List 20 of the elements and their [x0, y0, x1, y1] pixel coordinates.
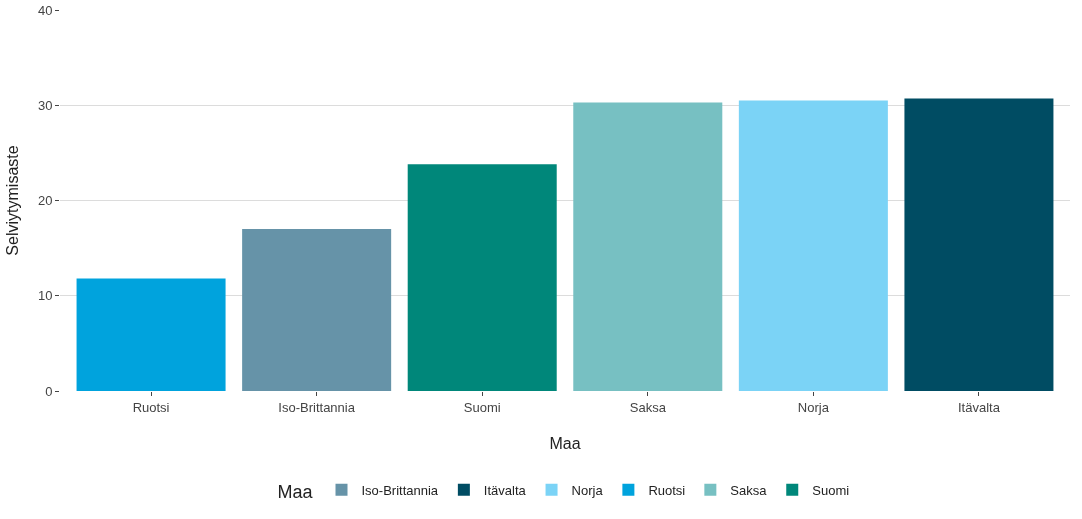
- x-tick-label: Norja: [797, 399, 830, 415]
- legend-label: Saksa: [730, 482, 768, 498]
- y-tick-label: 20: [37, 193, 53, 209]
- y-tick-label: 40: [37, 2, 53, 18]
- legend-label: Iso-Brittannia: [361, 482, 439, 498]
- legend-label: Ruotsi: [648, 482, 686, 498]
- x-tick-label: Ruotsi: [132, 399, 170, 415]
- x-tick-label: Suomi: [463, 399, 501, 415]
- x-tick-label: Itävalta: [957, 399, 1001, 415]
- y-tick-label: 0: [45, 383, 53, 399]
- y-tick-label: 10: [37, 288, 53, 304]
- legend-title: Maa: [277, 482, 314, 503]
- x-axis-title: Maa: [549, 435, 581, 452]
- x-tick-label: Iso-Brittannia: [278, 399, 356, 415]
- legend-label: Itävalta: [483, 482, 527, 498]
- y-tick-label: 30: [37, 97, 53, 113]
- legend-label: Suomi: [812, 482, 850, 498]
- x-tick-label: Saksa: [629, 399, 667, 415]
- legend-label: Norja: [571, 482, 604, 498]
- y-axis-title: Selviytymisaste: [4, 145, 21, 256]
